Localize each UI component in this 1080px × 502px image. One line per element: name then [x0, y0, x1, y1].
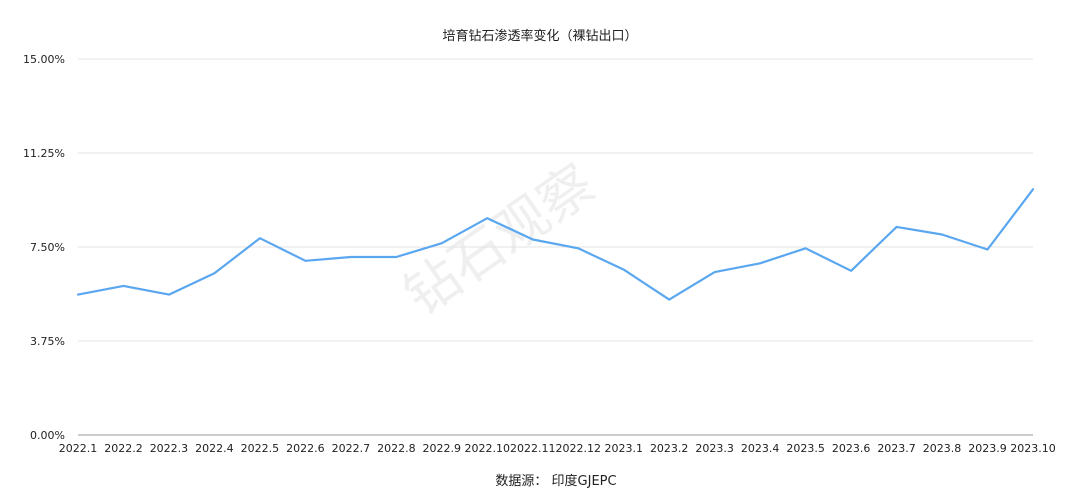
x-tick-label: 2023.3 [695, 442, 734, 455]
x-tick-label: 2022.12 [555, 442, 601, 455]
x-tick-label: 2023.9 [968, 442, 1007, 455]
x-tick-label: 2022.4 [195, 442, 234, 455]
y-tick-label: 11.25% [23, 147, 65, 160]
x-tick-label: 2022.11 [510, 442, 556, 455]
chart-title: 培育钻石渗透率变化（裸钻出口） [442, 28, 637, 44]
x-tick-label: 2022.8 [377, 442, 416, 455]
x-tick-label: 2023.5 [786, 442, 825, 455]
y-axis: 0.00% 3.75% 7.50% 11.25% 15.00% [23, 53, 65, 442]
x-tick-label: 2023.4 [741, 442, 780, 455]
grid-lines [78, 58, 1033, 436]
x-tick-label: 2023.2 [650, 442, 689, 455]
x-tick-label: 2023.8 [923, 442, 962, 455]
series-line [76, 188, 1035, 301]
x-tick-label: 2022.2 [104, 442, 143, 455]
y-tick-label: 0.00% [30, 429, 65, 442]
x-tick-label: 2022.9 [423, 442, 462, 455]
data-source: 数据源： 印度GJEPC [495, 473, 616, 489]
series-group [76, 188, 1035, 301]
x-tick-label: 2023.10 [1010, 442, 1056, 455]
x-tick-label: 2022.3 [150, 442, 189, 455]
x-tick-label: 2022.5 [241, 442, 280, 455]
y-tick-label: 7.50% [30, 241, 65, 254]
watermark: 钻石观察 [393, 152, 606, 327]
x-tick-label: 2023.1 [604, 442, 643, 455]
x-tick-label: 2022.1 [59, 442, 98, 455]
y-tick-label: 3.75% [30, 335, 65, 348]
x-tick-label: 2022.10 [465, 442, 511, 455]
x-axis: 2022.1 2022.2 2022.3 2022.4 2022.5 2022.6 2022… [59, 442, 1056, 455]
x-tick-label: 2022.6 [286, 442, 325, 455]
x-tick-label: 2023.6 [832, 442, 871, 455]
x-tick-label: 2023.7 [877, 442, 916, 455]
x-tick-label: 2022.7 [332, 442, 371, 455]
y-tick-label: 15.00% [23, 53, 65, 66]
